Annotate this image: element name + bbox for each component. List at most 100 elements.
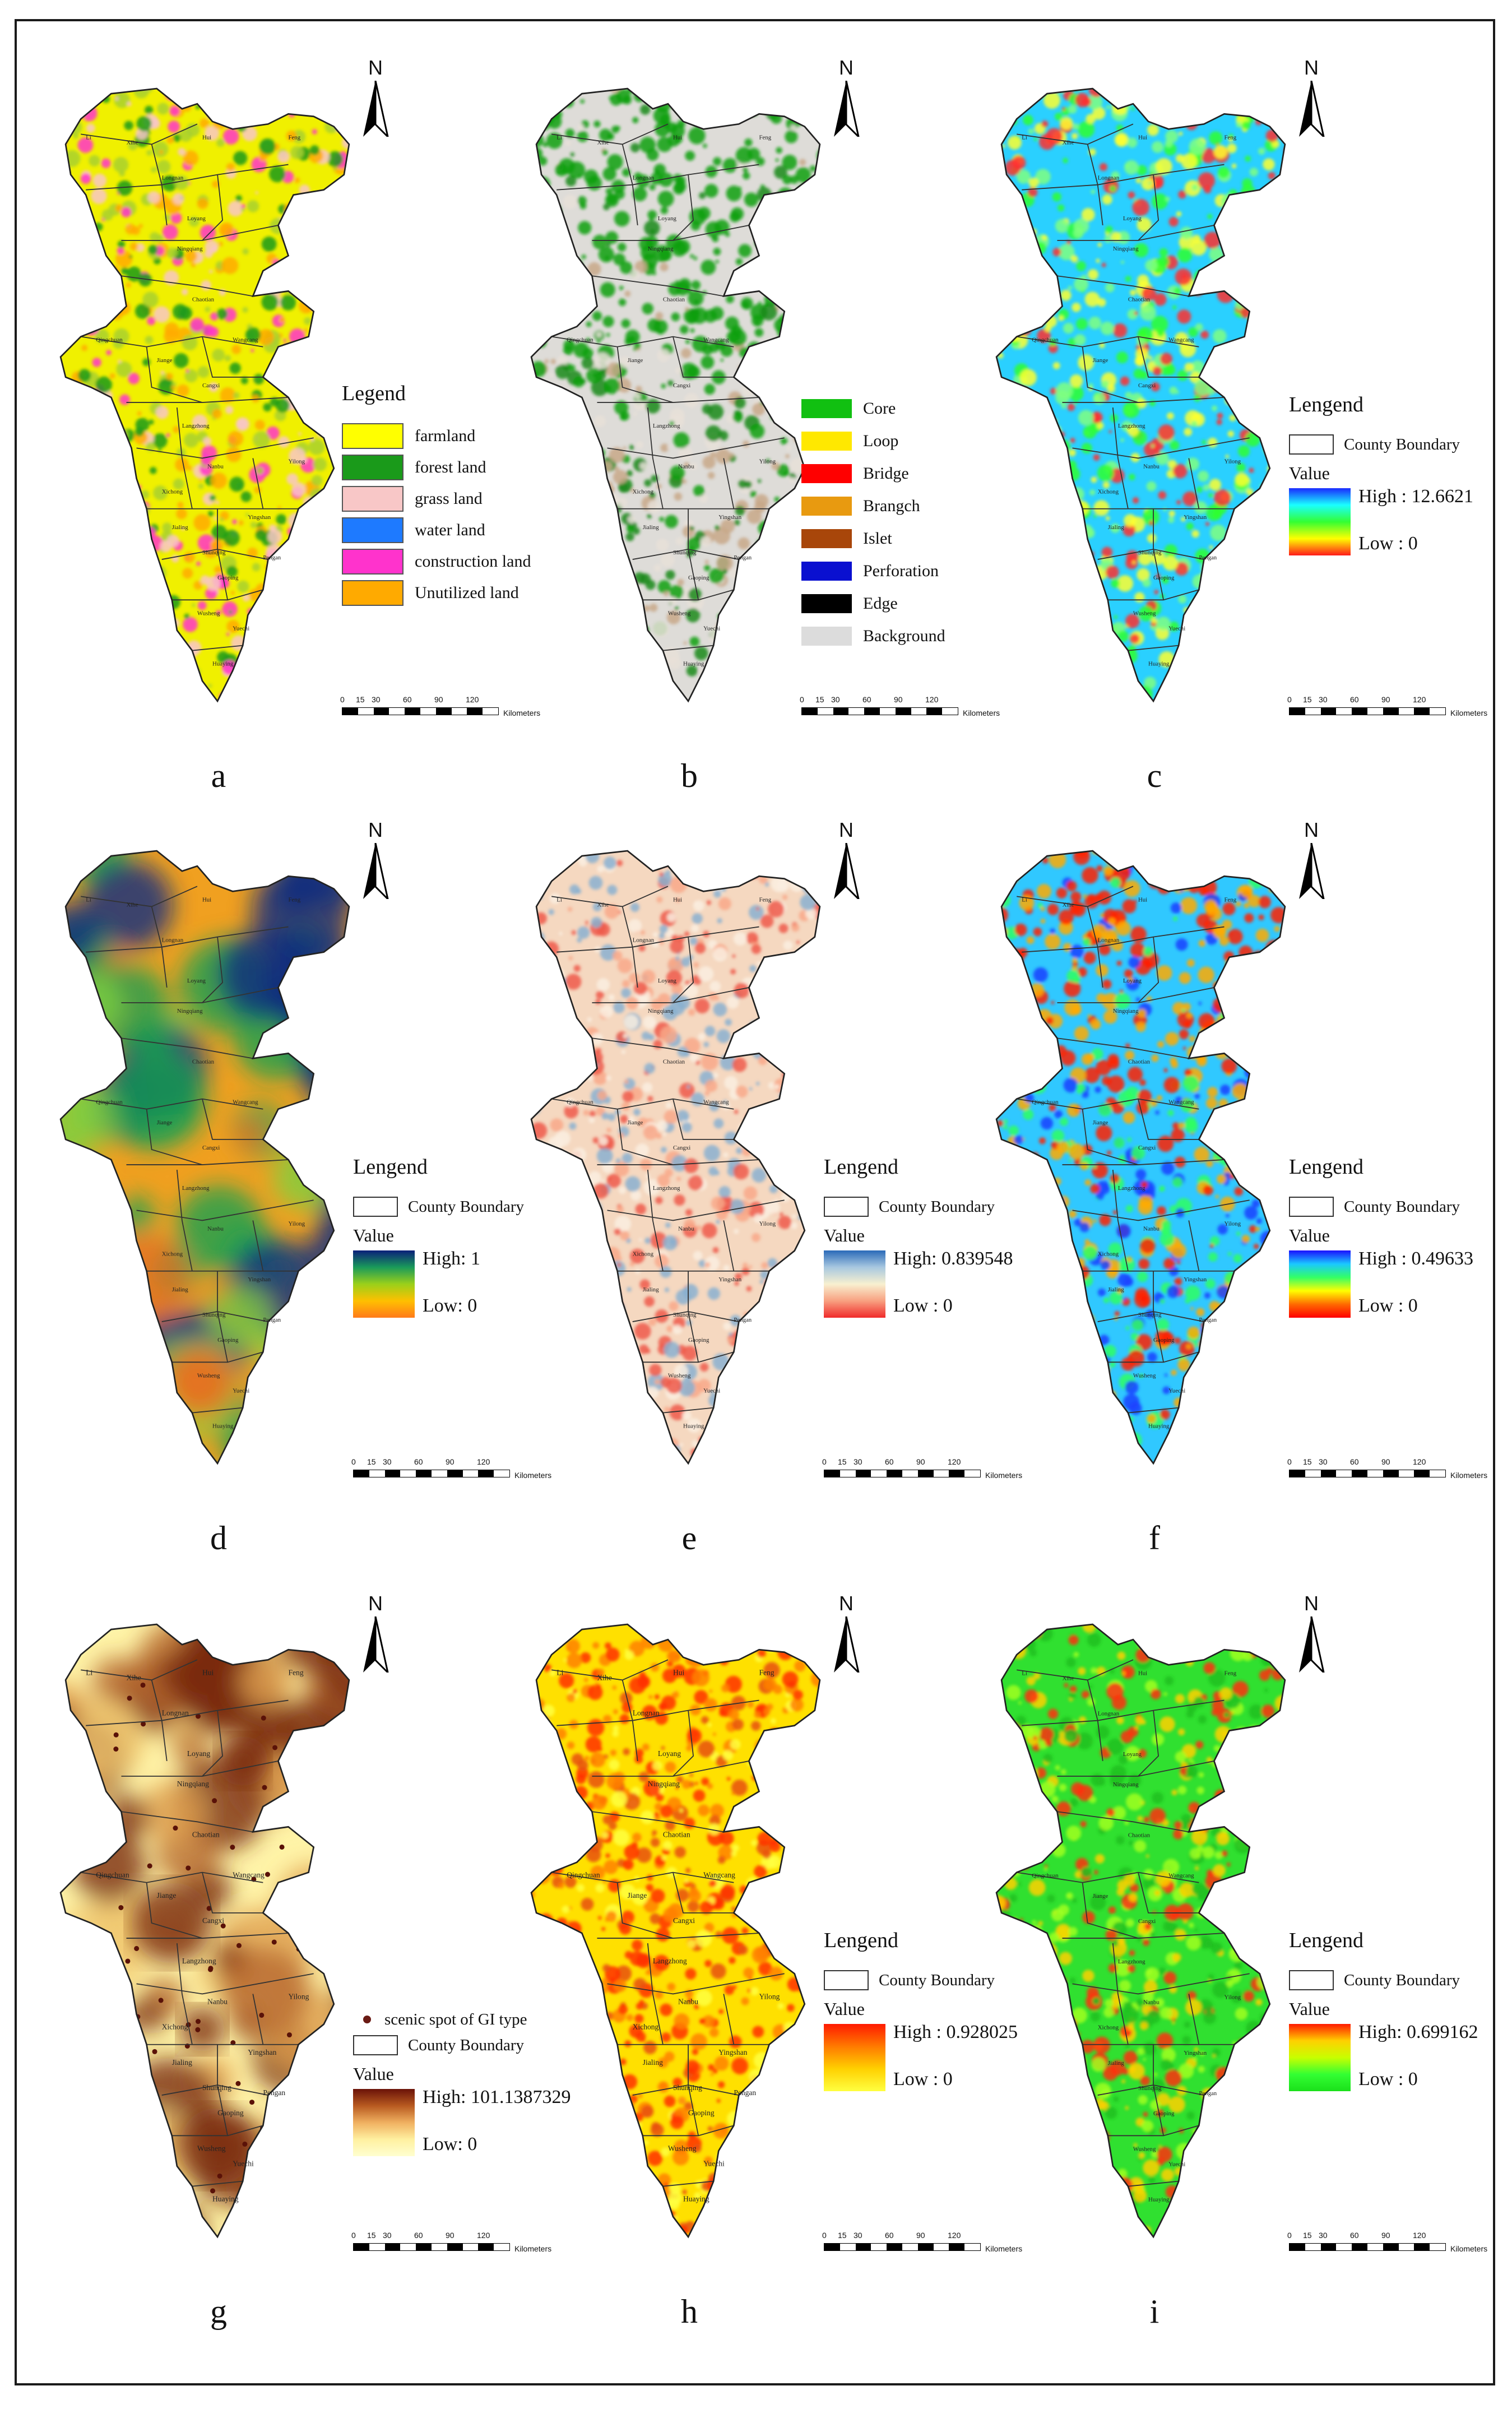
county-label: Langzhong [1118, 1185, 1145, 1192]
county-label: Chaotian [663, 296, 685, 303]
scale-tick-label: 15 [1303, 1457, 1312, 1466]
legend-label: farmland [415, 427, 476, 445]
scale-unit: Kilometers [503, 708, 541, 717]
scale-tick-label: 90 [1381, 2231, 1390, 2240]
panel-letter: i [1149, 2293, 1159, 2330]
county-label: Gaoping [688, 1337, 709, 1344]
raster-layer [61, 851, 349, 1463]
county-label: Qingchuan [567, 1099, 593, 1106]
raster-layer [61, 1624, 349, 2237]
county-label: Ningqiang [648, 1008, 674, 1014]
county-label: Ningqiang [648, 1780, 680, 1788]
county-label: Nanbu [678, 1225, 694, 1232]
raster-layer [996, 89, 1285, 701]
legend-title: Lengend [1289, 1929, 1363, 1952]
county-label: Cangxi [202, 1145, 220, 1151]
county-label: Jiange [628, 357, 643, 364]
county-label: Hui [202, 1668, 214, 1676]
legend-color-ramp [1289, 1250, 1351, 1318]
county-label: Longnan [1098, 1711, 1120, 1717]
legend-item: grass land [342, 483, 531, 515]
county-label: Shunqing [202, 2083, 231, 2092]
scale-unit: Kilometers [1450, 2244, 1488, 2253]
legend-high-label: High: 101.1387329 [423, 2087, 571, 2107]
legend-title: Lengend [1289, 1155, 1363, 1179]
county-label: Wangcang [703, 1099, 729, 1106]
legend-color-ramp [824, 1250, 885, 1318]
legend-high-label: High : 0.49633 [1358, 1248, 1473, 1269]
north-arrow: N [353, 1592, 398, 1676]
county-label: Wangcang [233, 1871, 265, 1879]
county-label: Jialing [1108, 2060, 1124, 2067]
county-label: Nanbu [1143, 463, 1159, 470]
legend-swatch [801, 464, 852, 483]
county-label: Li [86, 896, 91, 903]
scale-tick-label: 0 [1287, 1457, 1292, 1466]
county-label: Feng [1225, 134, 1237, 141]
north-label: N [368, 818, 383, 841]
legend-value-title: Value [1289, 463, 1330, 483]
north-arrow-icon [1299, 1616, 1325, 1673]
county-label: Yuechi [703, 626, 720, 632]
scale-tick-label: 60 [885, 2231, 894, 2240]
county-label: Yilong [1225, 458, 1241, 465]
scale-bar: 0 15 30 60 90 120 Kilometers [822, 1457, 1026, 1491]
county-labels: Li Xihe Hui Feng Longnan Loyang Ningqiang Chaot… [556, 1668, 780, 2203]
county-label: Hui [1138, 896, 1147, 903]
map-panel-c: Li Xihe Hui Feng Longnan Loyang Ningqiang Chaot… [986, 45, 1487, 818]
county-label: Feng [759, 1668, 774, 1676]
county-label: Gaoping [217, 1337, 239, 1344]
county-label: Longnan [633, 1709, 660, 1717]
raster-layer [61, 89, 349, 701]
county-label: Yuechi [1168, 2161, 1185, 2168]
county-label: Loyang [187, 1749, 211, 1758]
north-label: N [368, 1592, 383, 1615]
scale-bar: 0 15 30 60 90 120 Kilometers [1287, 1457, 1491, 1491]
legend-label: water land [415, 521, 485, 539]
scale-tick-label: 0 [1287, 695, 1292, 704]
scale-tick-label: 0 [800, 695, 804, 704]
county-label: Pengan [734, 554, 752, 561]
scale-unit: Kilometers [985, 1471, 1023, 1480]
legend-item: Perforation [801, 555, 945, 587]
county-label: Qingchuan [96, 337, 123, 344]
county-label: Feng [1225, 896, 1237, 903]
map-c: Li Xihe Hui Feng Longnan Loyang Ningqiang Chaot… [995, 87, 1286, 703]
county-label: Loyang [187, 215, 206, 222]
county-label: Yilong [289, 458, 305, 465]
scale-unit: Kilometers [514, 2244, 552, 2253]
map-panel-i: Li Xihe Hui Feng Longnan Loyang Ningqiang Chaot… [986, 1581, 1487, 2354]
county-label: Loyang [187, 978, 206, 984]
county-label: Wangcang [1168, 1873, 1194, 1879]
legend-item: Core [801, 392, 945, 425]
legend-label: County Boundary [879, 1197, 995, 1216]
county-label: Wusheng [668, 2144, 697, 2152]
county-label: Jiange [1093, 1893, 1109, 1900]
county-label: Wangcang [1168, 1099, 1194, 1106]
county-label: Ningqiang [177, 1008, 203, 1014]
north-arrow-icon [363, 1616, 389, 1673]
legend-swatch [342, 580, 403, 606]
north-arrow: N [1289, 818, 1334, 902]
county-label: Xichong [633, 2023, 659, 2031]
raster-layer [531, 89, 820, 701]
county-label: Yilong [759, 458, 776, 465]
north-arrow: N [824, 56, 869, 140]
county-label: Nanbu [207, 1225, 224, 1232]
legend-high-label: High: 0.699162 [1358, 2022, 1478, 2042]
scale-bar: 0 15 30 60 90 120 Kilometers [800, 695, 1003, 729]
county-label: Langzhong [182, 423, 210, 429]
north-label: N [1304, 818, 1319, 841]
north-arrow-icon [363, 843, 389, 899]
county-label: Hui [673, 1668, 685, 1676]
county-label: Cangxi [1138, 382, 1156, 389]
scale-tick-label: 90 [1381, 695, 1390, 704]
panel-letter: h [681, 2293, 698, 2330]
panel-letter: e [681, 1519, 697, 1556]
county-label: Longnan [633, 937, 655, 944]
county-label: Chaotian [192, 1058, 215, 1065]
county-label: Jiange [628, 1119, 643, 1126]
north-arrow: N [353, 818, 398, 902]
legend-color-ramp [1289, 2024, 1351, 2091]
scale-tick-label: 60 [403, 695, 412, 704]
